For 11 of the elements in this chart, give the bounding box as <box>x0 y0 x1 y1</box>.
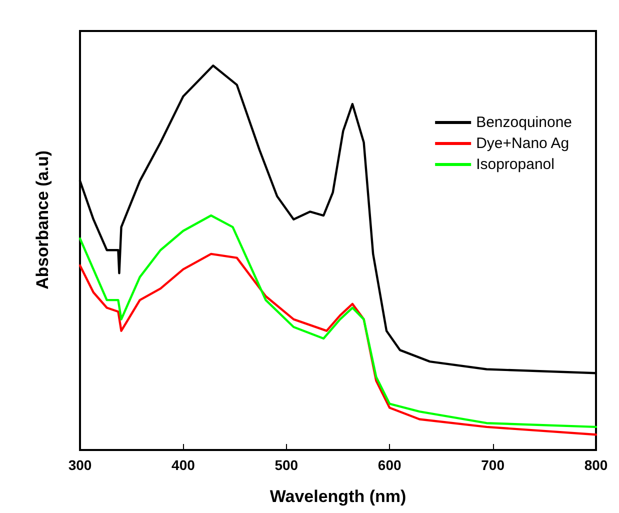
x-axis-title: Wavelength (nm) <box>270 487 406 506</box>
x-tick-label: 700 <box>481 457 505 473</box>
x-tick-label: 400 <box>172 457 196 473</box>
x-tick-label: 800 <box>584 457 608 473</box>
y-axis-title: Absorbance (a.u) <box>33 150 52 290</box>
legend-label: Benzoquinone <box>476 114 572 131</box>
x-tick-label: 600 <box>378 457 402 473</box>
legend-label: Isopropanol <box>476 156 554 173</box>
x-tick-label: 500 <box>274 457 298 473</box>
x-tick-label: 300 <box>68 457 92 473</box>
legend-label: Dye+Nano Ag <box>476 135 570 152</box>
